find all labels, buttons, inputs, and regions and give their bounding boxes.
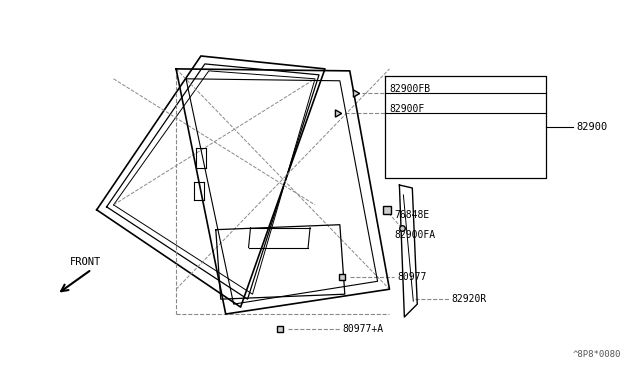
Text: 80977+A: 80977+A xyxy=(343,324,384,334)
Text: 82920R: 82920R xyxy=(451,294,486,304)
Text: 82900F: 82900F xyxy=(390,103,425,113)
Text: FRONT: FRONT xyxy=(70,257,101,267)
Text: 76848E: 76848E xyxy=(394,210,429,220)
Text: 80977: 80977 xyxy=(397,272,427,282)
Text: 82900: 82900 xyxy=(576,122,607,132)
Text: 82900FB: 82900FB xyxy=(390,84,431,94)
Text: 82900FA: 82900FA xyxy=(394,230,436,240)
Text: ^8P8*0080: ^8P8*0080 xyxy=(573,350,621,359)
